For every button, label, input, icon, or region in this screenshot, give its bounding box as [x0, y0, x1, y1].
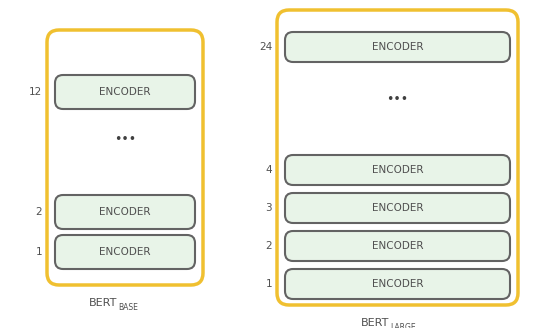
- Text: 1: 1: [266, 279, 272, 289]
- Text: ENCODER: ENCODER: [372, 165, 423, 175]
- Text: ENCODER: ENCODER: [372, 279, 423, 289]
- Text: •••: •••: [114, 133, 136, 147]
- FancyBboxPatch shape: [55, 235, 195, 269]
- Text: ENCODER: ENCODER: [372, 42, 423, 52]
- Text: ENCODER: ENCODER: [372, 203, 423, 213]
- Text: ENCODER: ENCODER: [99, 247, 151, 257]
- Text: 12: 12: [29, 87, 42, 97]
- Text: BERT: BERT: [361, 318, 390, 328]
- Text: BERT: BERT: [89, 298, 117, 308]
- Text: •••: •••: [386, 93, 409, 107]
- FancyBboxPatch shape: [285, 155, 510, 185]
- Text: ENCODER: ENCODER: [372, 241, 423, 251]
- Text: 1: 1: [35, 247, 42, 257]
- FancyBboxPatch shape: [285, 269, 510, 299]
- FancyBboxPatch shape: [55, 75, 195, 109]
- Text: BASE: BASE: [118, 302, 138, 312]
- Text: ENCODER: ENCODER: [99, 87, 151, 97]
- Text: LARGE: LARGE: [390, 322, 416, 328]
- Text: 2: 2: [266, 241, 272, 251]
- Text: 2: 2: [35, 207, 42, 217]
- FancyBboxPatch shape: [55, 195, 195, 229]
- FancyBboxPatch shape: [285, 193, 510, 223]
- Text: 4: 4: [266, 165, 272, 175]
- Text: ENCODER: ENCODER: [99, 207, 151, 217]
- FancyBboxPatch shape: [285, 231, 510, 261]
- Text: 3: 3: [266, 203, 272, 213]
- Text: 24: 24: [259, 42, 272, 52]
- FancyBboxPatch shape: [285, 32, 510, 62]
